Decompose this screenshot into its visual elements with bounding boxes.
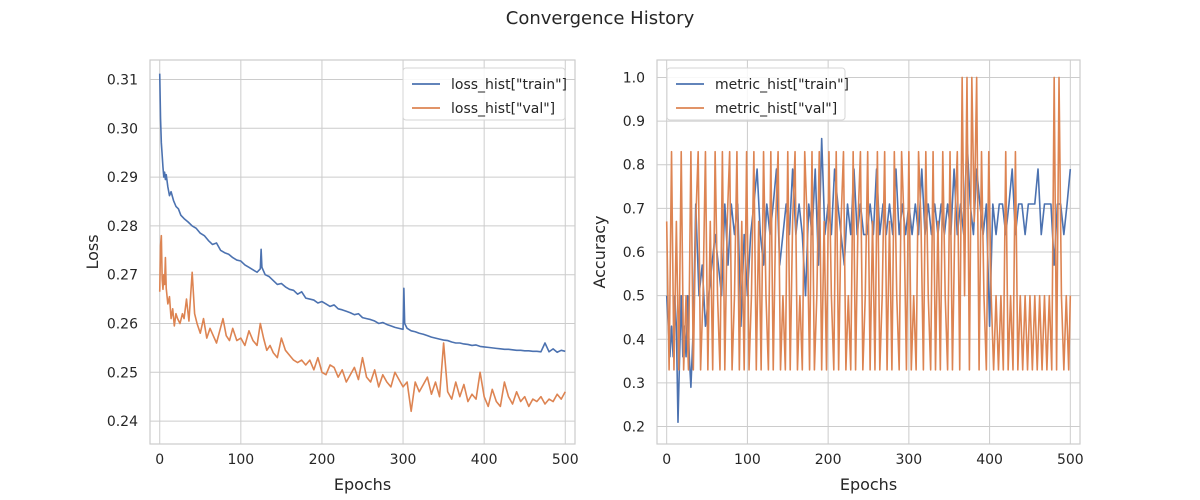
- legend-label-val: loss_hist["val"]: [451, 101, 555, 117]
- x-tick-label: 400: [976, 452, 1003, 468]
- y-tick-label: 0.8: [623, 158, 645, 174]
- y-tick-label: 0.9: [623, 114, 645, 130]
- x-tick-label: 400: [471, 452, 498, 468]
- axes-frame: [149, 59, 576, 445]
- legend-label-train: loss_hist["train"]: [451, 77, 567, 93]
- y-axis-label: Loss: [83, 234, 102, 269]
- y-tick-label: 0.4: [623, 332, 645, 348]
- series-line-train: [665, 137, 1072, 423]
- legend: metric_hist["train"] metric_hist["val"]: [666, 67, 849, 121]
- x-tick-label: 100: [227, 452, 254, 468]
- series-line-train: [158, 73, 566, 354]
- legend-label-train: metric_hist["train"]: [715, 77, 849, 93]
- y-tick-label: 0.5: [623, 289, 645, 305]
- x-axis-label: Epochs: [840, 475, 897, 494]
- x-tick-label: 0: [662, 452, 671, 468]
- subplot-2: 0 100 200 300 400 500 0.2 0.3 0.4 0.5 0.6 0.7 0.8 0.9…: [590, 59, 1084, 494]
- subplot-1: 0 100 200 300 400 500 0.24 0.25 0.26 0.27 0.28 0.29…: [83, 59, 579, 494]
- y-tick-label: 0.25: [107, 365, 138, 381]
- y-tick-label: 0.28: [107, 219, 138, 235]
- x-tick-label: 500: [1057, 452, 1084, 468]
- y-tick-label: 0.6: [623, 245, 645, 261]
- y-tick-label: 0.24: [107, 414, 138, 430]
- legend: loss_hist["train"] loss_hist["val"]: [402, 67, 567, 121]
- x-tick-label: 100: [734, 452, 761, 468]
- y-axis-label: Accuracy: [590, 215, 609, 288]
- x-tick-label: 0: [155, 452, 164, 468]
- x-tick-label: 200: [309, 452, 336, 468]
- legend-box: [666, 67, 846, 121]
- x-tick-label: 200: [815, 452, 842, 468]
- y-tick-label: 0.7: [623, 201, 645, 217]
- y-tick-label: 0.3: [623, 376, 645, 392]
- x-tick-label: 300: [390, 452, 417, 468]
- figure-suptitle: Convergence History: [506, 8, 695, 29]
- y-tick-label: 1.0: [623, 70, 645, 86]
- legend-label-val: metric_hist["val"]: [715, 101, 837, 117]
- series-line-val: [158, 234, 566, 413]
- y-tick-label: 0.27: [107, 268, 138, 284]
- y-tick-label: 0.29: [107, 170, 138, 186]
- axes-frame: [656, 59, 1081, 445]
- x-axis-label: Epochs: [334, 475, 391, 494]
- legend-box: [402, 67, 566, 121]
- x-tick-label: 500: [552, 452, 579, 468]
- y-tick-label: 0.31: [107, 73, 138, 89]
- x-tick-label: 300: [895, 452, 922, 468]
- series-line-val: [665, 76, 1072, 371]
- y-tick-label: 0.30: [107, 121, 138, 137]
- y-tick-label: 0.26: [107, 316, 138, 332]
- plot-area: [150, 60, 575, 444]
- y-tick-label: 0.2: [623, 420, 645, 436]
